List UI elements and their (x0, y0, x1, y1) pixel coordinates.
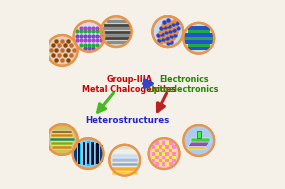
Bar (78, 144, 81, 164)
Bar (91, 143, 94, 165)
Polygon shape (191, 138, 209, 142)
Circle shape (184, 126, 213, 155)
Circle shape (152, 16, 183, 47)
Bar (83, 143, 85, 164)
Bar (96, 143, 99, 164)
Circle shape (184, 125, 214, 156)
Bar (112, 171, 138, 175)
Circle shape (149, 139, 179, 168)
Text: Heterostructures: Heterostructures (86, 116, 170, 125)
Bar (78, 143, 80, 164)
Circle shape (109, 145, 140, 176)
Bar (112, 167, 138, 171)
Bar (100, 145, 103, 162)
Text: Optoelectronics: Optoelectronics (148, 85, 219, 94)
Polygon shape (188, 142, 209, 147)
Bar (112, 158, 138, 162)
Polygon shape (188, 147, 206, 149)
Bar (51, 142, 74, 145)
Bar (87, 143, 89, 164)
Circle shape (74, 21, 104, 52)
Bar (74, 145, 77, 162)
Text: Group-IIIA: Group-IIIA (106, 75, 152, 84)
Bar (112, 163, 138, 166)
Circle shape (184, 23, 214, 54)
Bar (52, 131, 72, 133)
Circle shape (73, 138, 103, 169)
Bar (112, 154, 138, 158)
Bar (112, 150, 138, 153)
Circle shape (149, 138, 180, 169)
Circle shape (101, 16, 132, 47)
Text: Metal Chalcogenides: Metal Chalcogenides (82, 85, 176, 94)
Bar (52, 146, 72, 149)
Circle shape (47, 124, 78, 155)
Bar (197, 131, 201, 138)
Circle shape (152, 16, 183, 47)
Bar (87, 141, 89, 166)
Bar (51, 134, 74, 137)
Text: Electronics: Electronics (159, 75, 209, 84)
Bar (95, 144, 98, 164)
Circle shape (47, 35, 78, 66)
Bar (83, 143, 85, 165)
Bar (92, 143, 94, 164)
Bar (50, 138, 74, 141)
